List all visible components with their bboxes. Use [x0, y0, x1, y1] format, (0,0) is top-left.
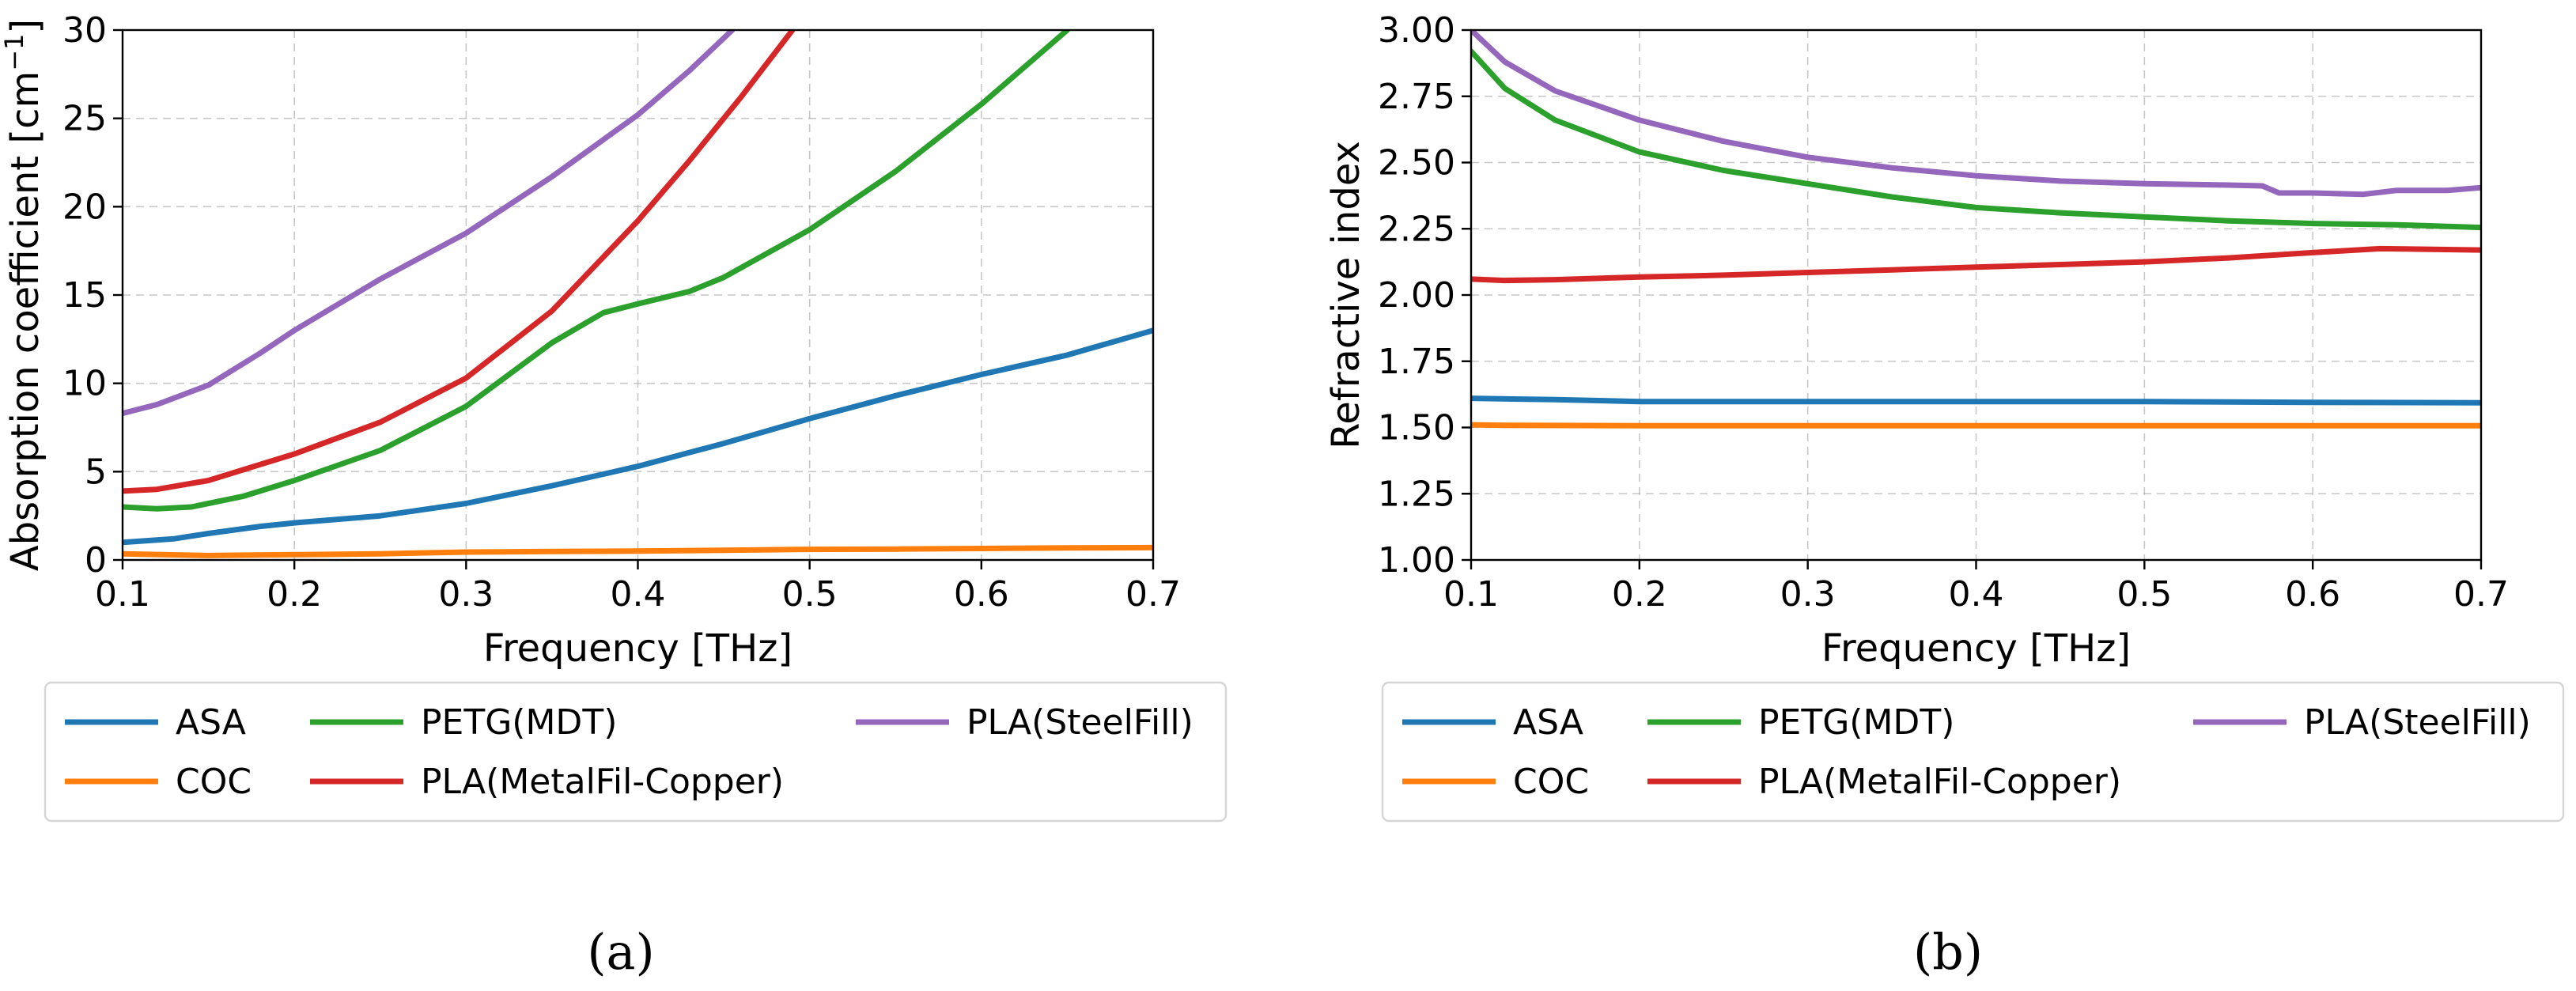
y-tick-label: 2.00: [1378, 275, 1455, 316]
series-line-pla-steelfill-: [1471, 30, 2481, 198]
x-tick-label: 0.6: [954, 574, 1009, 615]
y-tick-label: 2.25: [1378, 209, 1455, 249]
series-line-pla-steelfill-: [123, 30, 736, 417]
plot-frame: [1470, 28, 2483, 562]
panel-caption: (b): [1913, 923, 1983, 981]
x-tick-label: 0.7: [2453, 574, 2509, 615]
y-tick-label: 1.25: [1378, 474, 1455, 514]
legend-label: ASA: [176, 702, 246, 743]
legend-label: PLA(SteelFill): [2304, 702, 2531, 743]
x-axis-label: Frequency [THz]: [483, 626, 792, 671]
legend-label: ASA: [1513, 702, 1583, 743]
y-tick-label: 2.75: [1378, 77, 1455, 117]
legend-box: [1381, 681, 2565, 823]
series-line-pla-metalfil-copper-: [1471, 245, 2481, 284]
legend-label: PETG(MDT): [1758, 702, 1954, 743]
plot-frame: [121, 28, 1155, 562]
y-tick-label: 1.00: [1378, 540, 1455, 581]
legend-label: PLA(MetalFil-Copper): [1758, 762, 2121, 802]
x-tick-label: 0.2: [1612, 574, 1667, 615]
legend-box: [44, 681, 1227, 823]
x-tick-label: 0.5: [782, 574, 838, 615]
legend: ASA COC PETG(MDT) PLA(MetalFil-Copper) PLA(S…: [44, 681, 1227, 823]
legend-label: PLA(MetalFil-Copper): [421, 762, 784, 802]
series-line-asa: [123, 327, 1153, 546]
y-tick-label: 1.75: [1378, 342, 1455, 382]
y-tick-label: 25: [62, 99, 107, 139]
series-line-petg-mdt-: [123, 30, 1070, 512]
x-tick-label: 0.3: [438, 574, 494, 615]
x-tick-label: 0.7: [1125, 574, 1181, 615]
y-axis-label-superscript: −1: [0, 34, 29, 71]
series-line-coc: [123, 544, 1153, 558]
legend-label: PLA(SteelFill): [966, 702, 1193, 743]
x-tick-label: 0.1: [1443, 574, 1499, 615]
x-tick-label: 0.1: [95, 574, 150, 615]
y-tick-label: 30: [62, 10, 107, 51]
x-axis-label: Frequency [THz]: [1821, 626, 2131, 671]
series-line-pla-metalfil-copper-: [123, 30, 796, 494]
y-tick-label: 15: [62, 275, 107, 316]
y-tick-label: 10: [62, 364, 107, 404]
y-tick-label: 3.00: [1378, 10, 1455, 51]
legend-label: COC: [176, 762, 252, 802]
y-axis-label: Refractive index: [1324, 141, 1368, 449]
y-axis-label: Absorption coefficient [cm−1]: [0, 19, 47, 571]
legend-label: PETG(MDT): [421, 702, 617, 743]
series-line-asa: [1471, 395, 2481, 406]
x-tick-label: 0.3: [1780, 574, 1836, 615]
y-tick-label: 5: [85, 452, 107, 492]
x-tick-label: 0.5: [2116, 574, 2172, 615]
chart-panel-a: 0.1 0.2 0.3 0.4 0.5 0.6 0.7 0 5 10 15 20 25 30 Frequen…: [0, 10, 1227, 981]
legend-label: COC: [1513, 762, 1589, 802]
chart-panel-b: 0.1 0.2 0.3 0.4 0.5 0.6 0.7 1.00 1.25 1.50 1.75 2.0…: [1324, 10, 2565, 981]
legend: ASA COC PETG(MDT) PLA(MetalFil-Copper) PLA(S…: [1381, 681, 2565, 823]
y-tick-label: 2.50: [1378, 143, 1455, 183]
panel-caption: (a): [587, 923, 654, 981]
y-tick-label: 1.50: [1378, 408, 1455, 448]
x-tick-label: 0.6: [2285, 574, 2340, 615]
y-tick-label: 0: [85, 540, 107, 581]
x-tick-label: 0.4: [611, 574, 666, 615]
series-line-petg-mdt-: [1471, 48, 2481, 231]
y-tick-label: 20: [62, 187, 107, 227]
series-line-coc: [1471, 422, 2481, 429]
x-tick-label: 0.4: [1949, 574, 2004, 615]
x-tick-label: 0.2: [267, 574, 322, 615]
